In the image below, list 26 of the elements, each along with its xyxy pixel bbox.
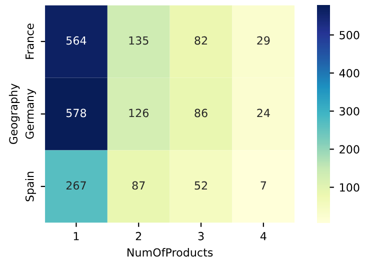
data-label: 7 xyxy=(260,181,266,190)
x-tick-label: 3 xyxy=(198,232,204,240)
color-bar-label: 400 xyxy=(339,69,360,78)
y-axis-title: Geography xyxy=(8,84,20,144)
color-bar-label: 300 xyxy=(340,107,360,116)
data-label: 87 xyxy=(132,181,145,190)
x-tick-label: 2 xyxy=(136,232,142,240)
y-tick-label: Germany xyxy=(25,88,36,139)
data-label: 267 xyxy=(66,181,86,190)
data-label: 86 xyxy=(194,108,208,118)
data-label: 82 xyxy=(194,36,207,45)
color-bar-label: 100 xyxy=(340,183,360,192)
data-label: 24 xyxy=(257,108,270,118)
x-tick-label: 4 xyxy=(260,232,266,240)
data-label: 135 xyxy=(129,36,148,45)
data-label: 578 xyxy=(66,108,86,118)
data-label: 126 xyxy=(129,108,149,118)
color-bar-label: 500 xyxy=(340,30,360,40)
x-axis-title: NumOfProducts xyxy=(128,248,213,257)
y-tick-label: France xyxy=(26,24,34,59)
color-bar-label: 200 xyxy=(340,145,360,154)
data-label: 52 xyxy=(194,181,207,190)
y-tick-label: Spain xyxy=(25,172,36,202)
data-label: 29 xyxy=(257,36,270,45)
data-label: 564 xyxy=(66,36,86,45)
x-tick-label: 1 xyxy=(74,232,79,240)
